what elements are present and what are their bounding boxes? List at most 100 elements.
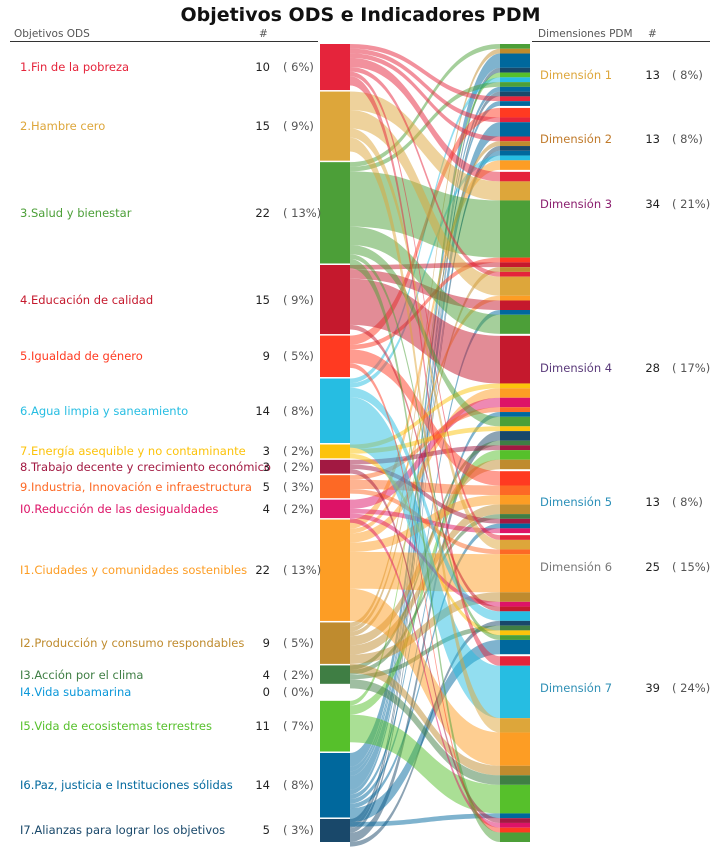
dimension-node-segment [500, 271, 530, 277]
dimension-node-segment [500, 528, 530, 534]
dimension-node-segment [500, 388, 530, 398]
flow-link [350, 469, 500, 823]
flow-link [350, 324, 500, 612]
ods-count: 0 [262, 685, 270, 700]
flow-link [350, 388, 500, 543]
dimension-node-segment [500, 160, 530, 170]
dimension-node-segment [500, 440, 530, 446]
ods-percent: ( 2%) [283, 459, 314, 474]
ods-count: 15 [255, 119, 270, 134]
flow-link [350, 53, 500, 142]
ods-node-bar [320, 378, 350, 444]
chart-title: Objetivos ODS e Indicadores PDM [180, 4, 541, 26]
dimension-node-segment [500, 300, 530, 310]
flow-link [350, 488, 500, 555]
dimension-count: 25 [645, 560, 660, 575]
flow-link [350, 76, 500, 666]
flow-link [350, 258, 500, 842]
dimension-node-segment [500, 150, 530, 156]
dimension-node-segment [500, 426, 530, 432]
dimension-node-segment [500, 518, 530, 524]
ods-label: I6.Paz, justicia e Instituciones sólidas [20, 778, 233, 793]
flow-link [350, 714, 500, 814]
flow-link [350, 109, 500, 296]
right-header-rule [532, 41, 710, 42]
dimension-node-segment [500, 639, 530, 655]
dimension-node-segment [500, 86, 530, 92]
ods-count: 22 [255, 205, 270, 220]
ods-percent: ( 9%) [283, 119, 314, 134]
ods-node-bar [320, 44, 350, 91]
dimension-node-segment [500, 181, 530, 201]
ods-label: I0.Reducción de las desigualdades [20, 501, 219, 516]
flow-link [350, 254, 500, 640]
flow-link [350, 813, 500, 827]
dimension-node-segment [500, 620, 530, 626]
ods-percent: ( 3%) [283, 479, 314, 494]
ods-percent: ( 13%) [283, 563, 322, 578]
ods-node-bar [320, 499, 350, 519]
flow-link [350, 387, 500, 621]
dimension-node-segment [500, 407, 530, 413]
ods-count: 22 [255, 563, 270, 578]
dimension-node-segment [500, 732, 530, 766]
ods-label: I3.Acción por el clima [20, 667, 144, 682]
flow-link [350, 44, 500, 167]
flow-link [350, 592, 500, 664]
flow-link [350, 412, 500, 804]
dimension-node-segment [500, 416, 530, 427]
dimension-label: Dimensión 3 [540, 196, 613, 211]
ods-node-bar [320, 335, 350, 378]
dimension-node-segment [500, 335, 530, 384]
ods-percent: ( 0%) [283, 685, 314, 700]
dimension-node-segment [500, 827, 530, 833]
dimension-node-segment [500, 257, 530, 263]
ods-count: 10 [255, 60, 270, 75]
ods-percent: ( 13%) [283, 205, 322, 220]
ods-count: 5 [262, 479, 270, 494]
ods-percent: ( 6%) [283, 60, 314, 75]
dimension-node-segment [500, 635, 530, 640]
right-count-header: # [648, 28, 657, 40]
ods-node-bar [320, 444, 350, 459]
dimension-node-segment [500, 136, 530, 142]
ods-node-bar [320, 162, 350, 264]
flow-link [350, 679, 500, 785]
ods-count: 9 [262, 636, 270, 651]
dimension-node-segment [500, 718, 530, 733]
ods-node-bar [320, 665, 350, 684]
ods-label: 7.Energía asequible y no contaminante [20, 444, 246, 459]
ods-count: 11 [255, 719, 270, 734]
dimension-node-segment [500, 822, 530, 828]
ods-percent: ( 3%) [283, 823, 314, 838]
dimension-node-segment [500, 276, 530, 296]
dimension-node-segment [500, 171, 530, 182]
dimension-node-segment [500, 96, 530, 102]
dimension-label: Dimensión 5 [540, 495, 613, 510]
ods-label: I5.Vida de ecosistemas terrestres [20, 719, 213, 734]
dimension-node-segment [500, 267, 530, 272]
flow-link [350, 269, 500, 310]
dimension-count: 13 [645, 131, 660, 146]
dimension-node-segment [500, 656, 530, 666]
sankey-nodes [320, 44, 530, 842]
dimension-node-segment [500, 514, 530, 519]
dimension-node-segment [500, 101, 530, 106]
ods-count: 9 [262, 349, 270, 364]
dimension-node-segment [500, 412, 530, 417]
dimension-node-segment [500, 122, 530, 137]
ods-percent: ( 9%) [283, 292, 314, 307]
dimension-node-segment [500, 592, 530, 602]
flow-link [350, 226, 500, 334]
flow-link [350, 53, 500, 767]
ods-count: 3 [262, 444, 270, 459]
dimension-node-segment [500, 146, 530, 151]
dimension-node-segment [500, 383, 530, 389]
dimension-node-segment [500, 53, 530, 68]
dimension-node-segment [500, 665, 530, 719]
dimension-node-segment [500, 539, 530, 550]
flow-link [350, 407, 500, 480]
dimension-node-segment [500, 523, 530, 529]
ods-count: 4 [262, 501, 270, 516]
